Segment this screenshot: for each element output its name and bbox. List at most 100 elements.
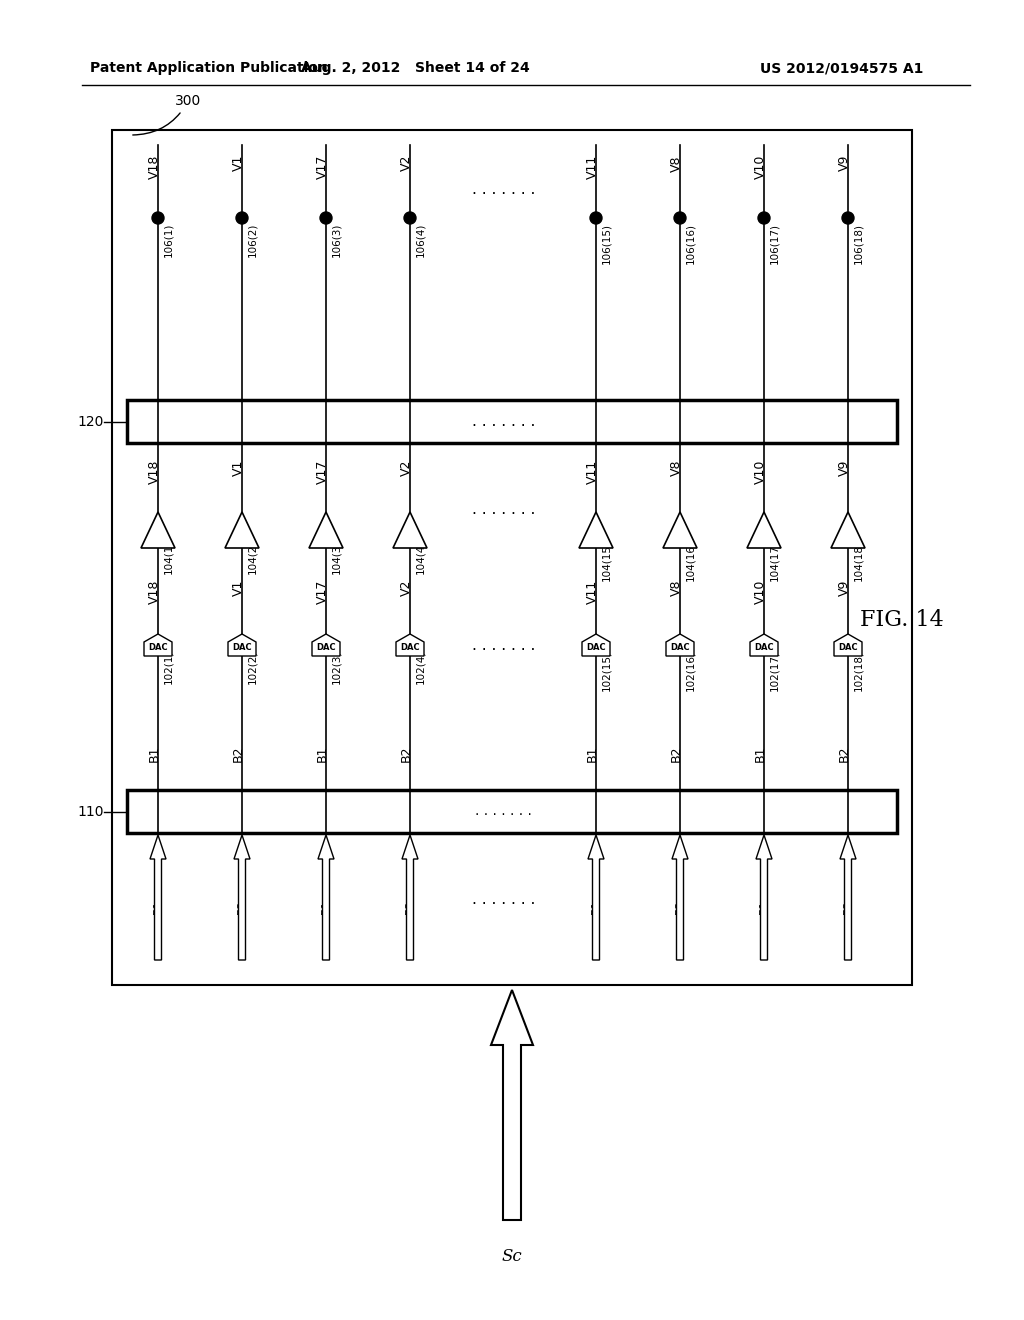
Text: B2: B2 (231, 746, 245, 762)
Polygon shape (144, 634, 172, 656)
Text: 102(2): 102(2) (247, 649, 257, 684)
Text: 102(1): 102(1) (163, 649, 173, 684)
Polygon shape (490, 990, 534, 1220)
Text: B2: B2 (843, 899, 853, 913)
Text: V2: V2 (399, 579, 413, 597)
Text: B2: B2 (399, 746, 413, 762)
Text: V17: V17 (315, 459, 329, 484)
Text: 106(3): 106(3) (331, 223, 341, 257)
Text: B1: B1 (754, 746, 767, 762)
Polygon shape (234, 836, 250, 960)
Text: 106(15): 106(15) (601, 223, 611, 264)
Polygon shape (579, 512, 613, 548)
Polygon shape (831, 512, 865, 548)
Polygon shape (746, 512, 781, 548)
Polygon shape (750, 634, 778, 656)
Text: V17: V17 (315, 579, 329, 605)
Text: B2: B2 (406, 899, 415, 913)
Text: DAC: DAC (400, 644, 420, 652)
Text: 102(17): 102(17) (769, 649, 779, 690)
Polygon shape (150, 836, 166, 960)
Circle shape (758, 213, 770, 224)
Text: Sc: Sc (502, 1247, 522, 1265)
Text: B1: B1 (321, 899, 331, 913)
Text: V9: V9 (838, 154, 851, 172)
Text: FIG. 14: FIG. 14 (860, 609, 944, 631)
Text: 102(18): 102(18) (853, 649, 863, 690)
Text: DAC: DAC (839, 644, 858, 652)
Circle shape (404, 213, 416, 224)
Text: DAC: DAC (232, 644, 252, 652)
Polygon shape (225, 512, 259, 548)
Text: V11: V11 (586, 579, 598, 605)
Text: B1: B1 (591, 899, 601, 913)
Text: 106(18): 106(18) (853, 223, 863, 264)
Polygon shape (141, 512, 175, 548)
Text: B1: B1 (153, 899, 163, 913)
Text: 300: 300 (133, 94, 202, 135)
Text: V1: V1 (231, 154, 245, 172)
Bar (127, 400, 897, 444)
Polygon shape (309, 512, 343, 548)
Text: 104(15): 104(15) (601, 540, 611, 581)
Text: V10: V10 (754, 154, 767, 180)
Text: V2: V2 (399, 154, 413, 172)
Text: 104(2): 104(2) (247, 540, 257, 574)
Text: 102(3): 102(3) (331, 649, 341, 684)
Text: B2: B2 (670, 746, 683, 762)
Text: V8: V8 (670, 459, 683, 477)
Text: 106(17): 106(17) (769, 223, 779, 264)
Polygon shape (834, 634, 862, 656)
Polygon shape (840, 836, 856, 960)
Text: V17: V17 (315, 154, 329, 180)
Polygon shape (582, 634, 610, 656)
Text: US 2012/0194575 A1: US 2012/0194575 A1 (760, 61, 924, 75)
Text: 106(1): 106(1) (163, 223, 173, 257)
Text: . . . . . . .: . . . . . . . (472, 182, 536, 198)
Text: B2: B2 (838, 746, 851, 762)
Polygon shape (396, 634, 424, 656)
Circle shape (842, 213, 854, 224)
Text: DAC: DAC (586, 644, 606, 652)
Bar (127, 789, 897, 833)
Text: 106(16): 106(16) (685, 223, 695, 264)
Text: V1: V1 (231, 459, 245, 477)
Circle shape (674, 213, 686, 224)
Polygon shape (672, 836, 688, 960)
Circle shape (319, 213, 332, 224)
Text: DAC: DAC (316, 644, 336, 652)
Polygon shape (588, 836, 604, 960)
Text: V11: V11 (586, 459, 598, 484)
Polygon shape (393, 512, 427, 548)
Circle shape (152, 213, 164, 224)
Polygon shape (312, 634, 340, 656)
Text: B2: B2 (675, 899, 685, 913)
Text: . . . . . . .: . . . . . . . (472, 638, 536, 652)
Text: 104(17): 104(17) (769, 540, 779, 581)
Text: V8: V8 (670, 154, 683, 172)
Polygon shape (318, 836, 334, 960)
Text: . . . . . . .: . . . . . . . (472, 413, 536, 429)
Circle shape (590, 213, 602, 224)
Text: 104(18): 104(18) (853, 540, 863, 581)
Text: . . . . . . .: . . . . . . . (475, 804, 532, 818)
Text: 106(4): 106(4) (415, 223, 425, 257)
Text: Patent Application Publication: Patent Application Publication (90, 61, 328, 75)
Text: B1: B1 (586, 746, 598, 762)
Text: V10: V10 (754, 459, 767, 484)
Text: V9: V9 (838, 579, 851, 597)
Text: 104(1): 104(1) (163, 540, 173, 574)
Text: 104(3): 104(3) (331, 540, 341, 574)
Text: Aug. 2, 2012   Sheet 14 of 24: Aug. 2, 2012 Sheet 14 of 24 (301, 61, 529, 75)
Text: B2: B2 (237, 899, 247, 913)
Text: B1: B1 (315, 746, 329, 762)
Polygon shape (663, 512, 697, 548)
Text: V8: V8 (670, 579, 683, 597)
Text: 102(16): 102(16) (685, 649, 695, 690)
Text: V11: V11 (586, 154, 598, 180)
Text: 106(2): 106(2) (247, 223, 257, 257)
Bar (112, 129, 912, 985)
Text: V1: V1 (231, 579, 245, 597)
Polygon shape (402, 836, 418, 960)
Text: V18: V18 (147, 459, 161, 484)
